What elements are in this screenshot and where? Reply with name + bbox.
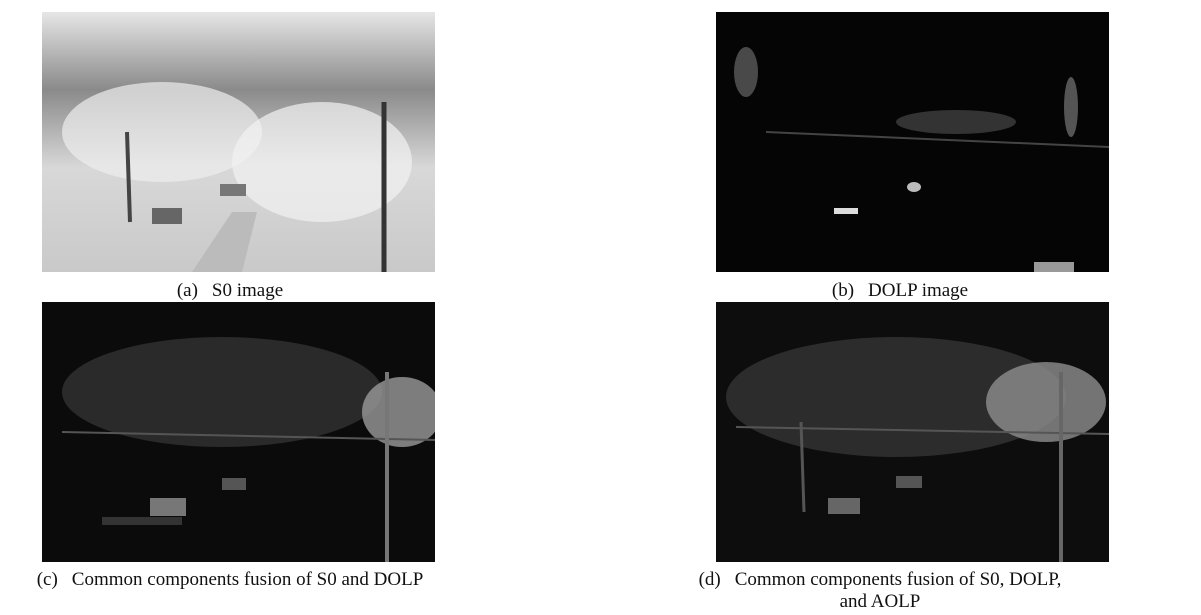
caption-text: S0 image [212, 280, 283, 301]
caption-c: (c) Common components fusion of S0 and DO… [0, 569, 460, 591]
caption-text: Common components fusion of S0, DOLP, an… [735, 569, 1062, 612]
caption-text: Common components fusion of S0 and DOLP [72, 569, 424, 590]
panel-label: (b) [832, 280, 854, 301]
panel-label: (a) [177, 280, 198, 301]
image-dolp [716, 12, 1109, 272]
panel-label: (c) [37, 569, 58, 590]
caption-a: (a) S0 image [130, 280, 330, 302]
caption-text: DOLP image [868, 280, 968, 301]
image-fusion-s0-dolp-aolp [716, 302, 1109, 562]
figure-page: (a) S0 image (b) DOLP image (c) Common comp… [0, 0, 1201, 615]
panel-label: (d) [699, 569, 721, 590]
caption-d: (d) Common components fusion of S0, DOLP,… [690, 569, 1070, 613]
caption-b: (b) DOLP image [780, 280, 1020, 302]
image-fusion-s0-dolp [42, 302, 435, 562]
image-s0 [42, 12, 435, 272]
